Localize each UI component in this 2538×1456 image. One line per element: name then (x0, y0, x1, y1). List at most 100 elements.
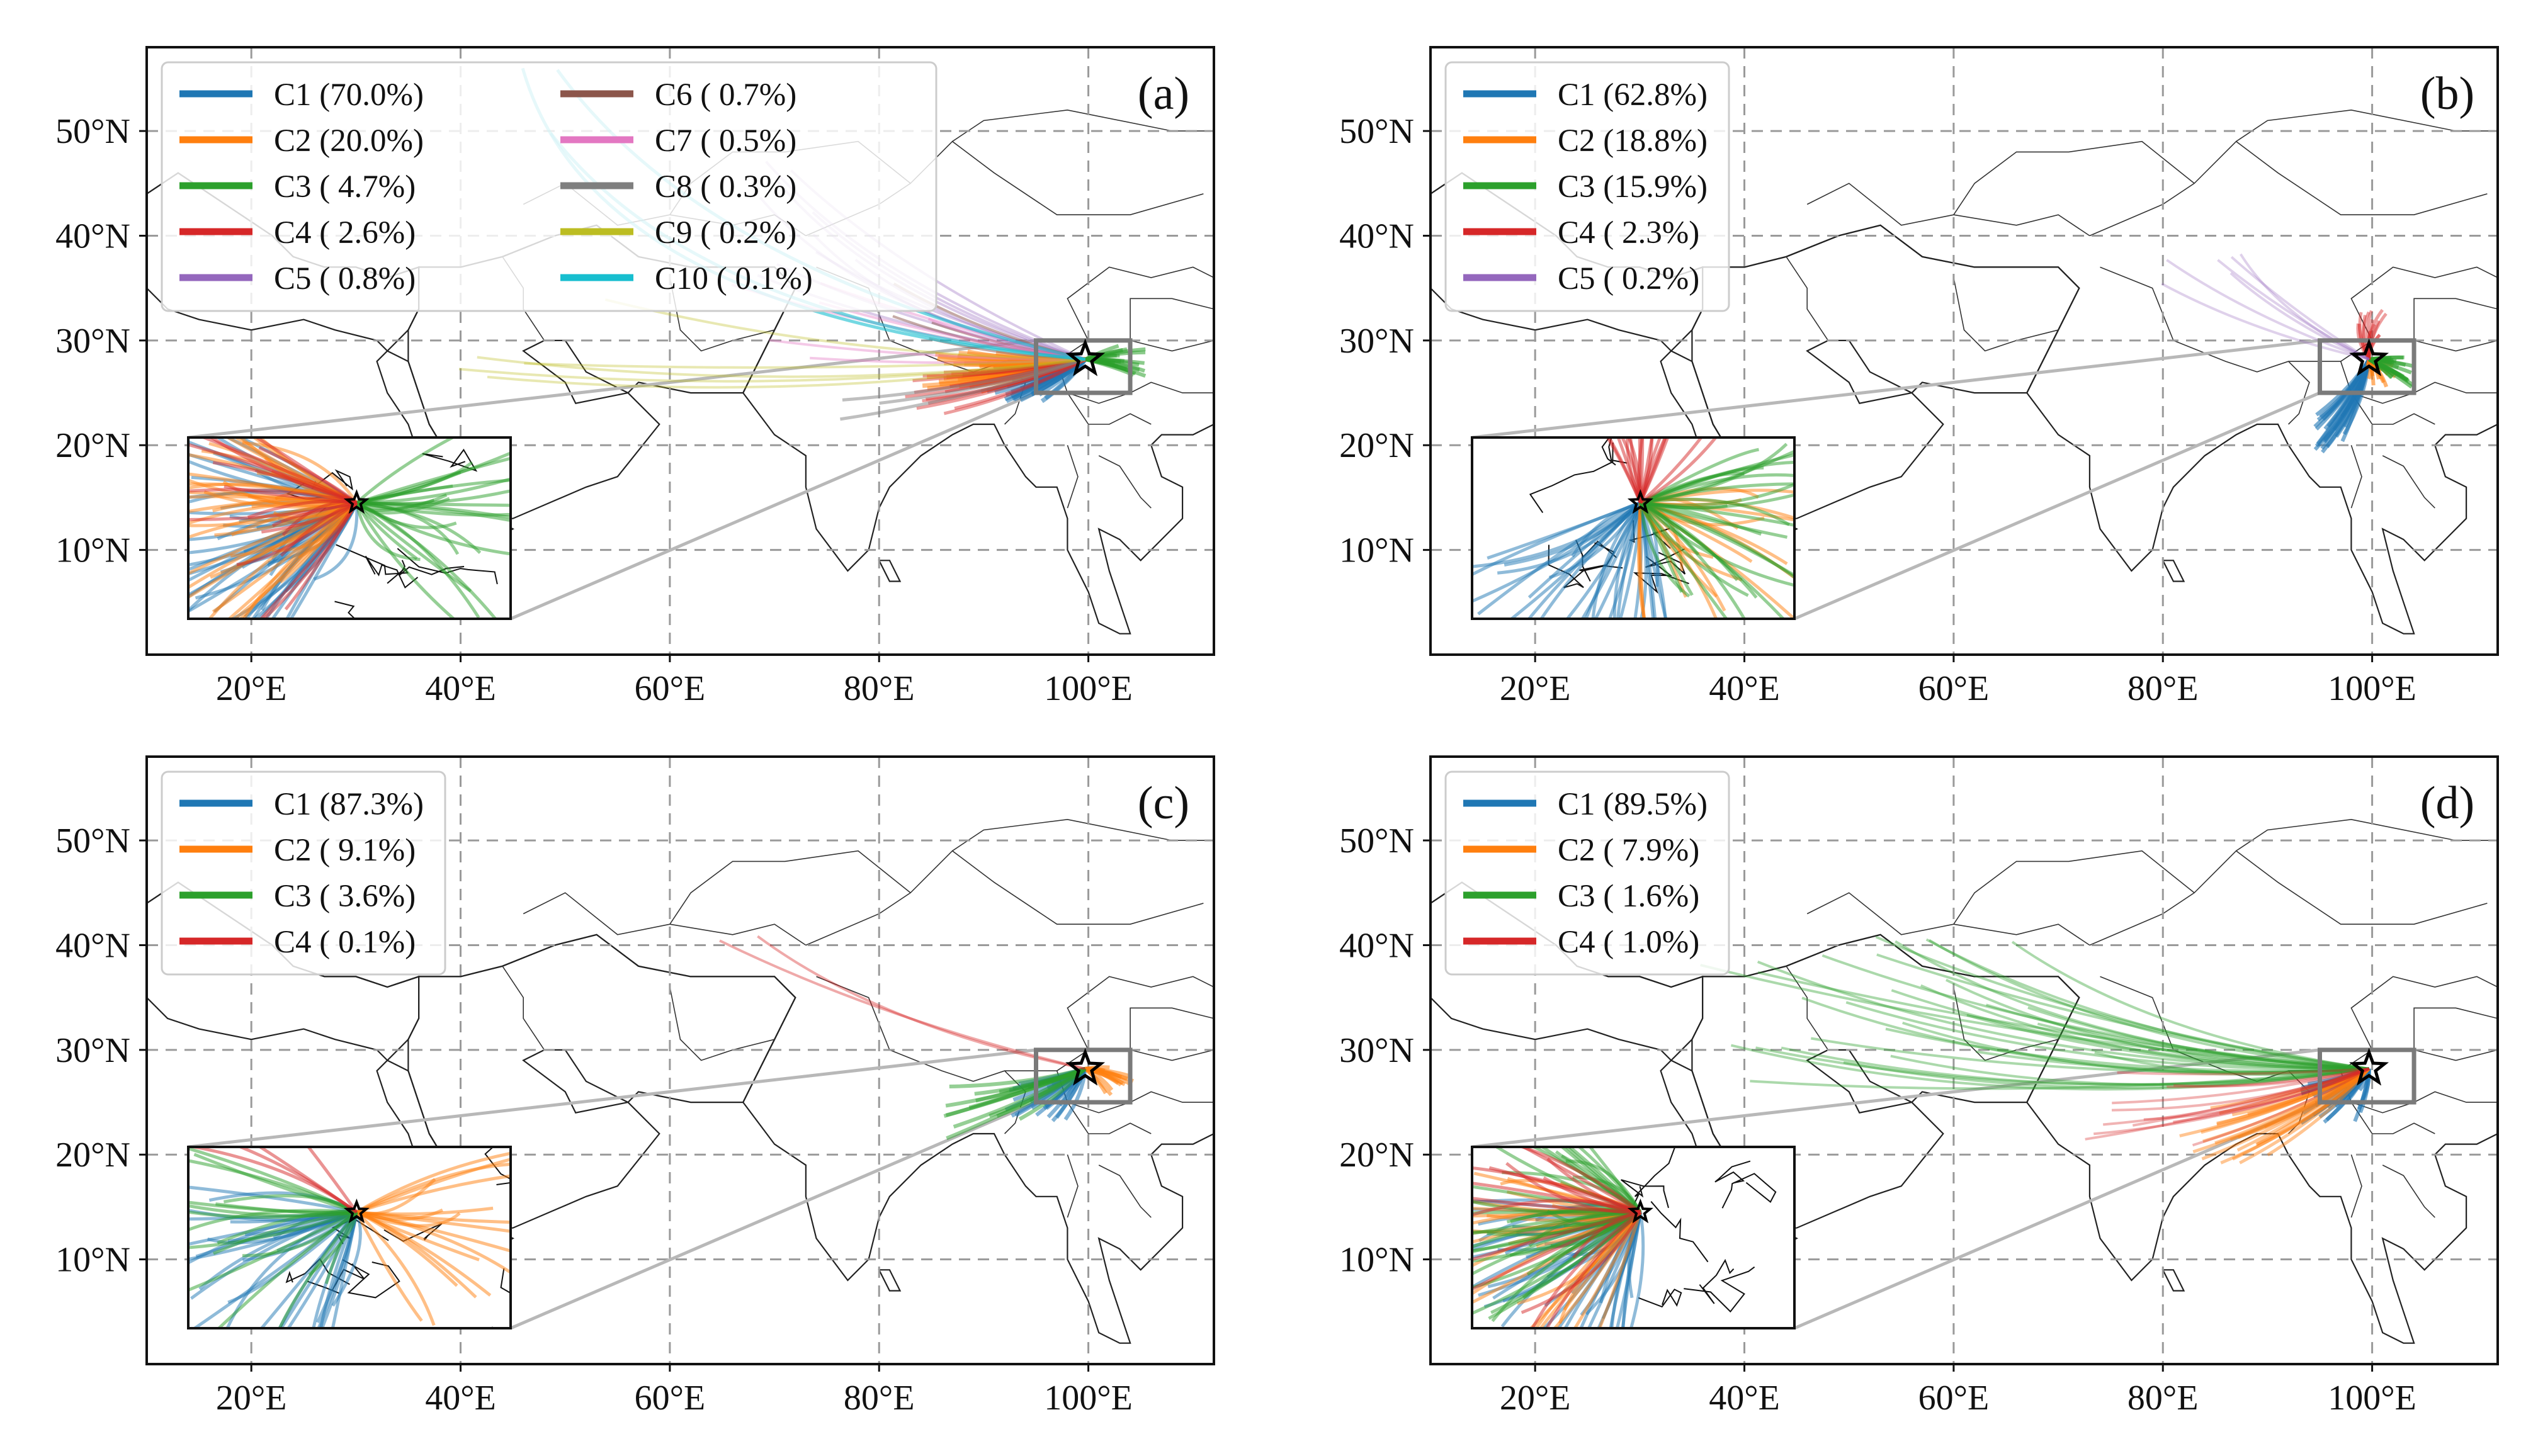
y-tick-label: 30°N (55, 322, 130, 361)
x-tick-label: 40°E (1709, 669, 1780, 708)
inset-trajectory-c2 (356, 1211, 458, 1287)
axes-frame (1429, 46, 2499, 656)
country-border (502, 966, 545, 1051)
trajectory-c3 (1875, 935, 2369, 1070)
country-border (669, 277, 775, 352)
inset-trajectory-c1 (1639, 502, 1667, 619)
coastline (878, 560, 902, 582)
x-tick-label: 80°E (844, 1379, 915, 1418)
inset-trajectory-c3 (356, 501, 498, 619)
inset-trajectory-c3 (1639, 502, 1728, 619)
inset-trajectory-c4 (1517, 1147, 1641, 1214)
site-star-icon (1065, 1047, 1106, 1086)
y-tick-label: 10°N (1339, 531, 1414, 570)
country-border (2351, 1091, 2498, 1114)
trajectory-c2 (2216, 1067, 2370, 1125)
trajectory-c4 (2167, 1067, 2369, 1088)
site-star-icon (1065, 338, 1106, 376)
trajectory-c3 (1845, 1001, 2369, 1071)
x-tick-label: 20°E (1500, 1379, 1571, 1418)
trajectory-c2 (2239, 1068, 2371, 1165)
inset-trajectory-c4 (1639, 437, 1704, 504)
trajectory-c2 (2219, 1067, 2370, 1115)
y-tick-label: 20°N (55, 426, 130, 465)
inset-trajectory-c3 (1640, 493, 1794, 510)
trajectory-c4 (943, 358, 1086, 415)
inset-trajectory-c3 (188, 1210, 357, 1219)
legend-item-c10: C10 ( 0.1%) (560, 261, 813, 296)
inset-star-icon (1627, 1199, 1653, 1224)
inset-border (484, 1147, 511, 1185)
legend-label: C1 (62.8%) (1558, 77, 1708, 113)
legend-item-c4: C4 ( 1.0%) (1463, 925, 1699, 960)
legend-box (161, 61, 938, 312)
inset-trajectory-c3 (355, 437, 456, 504)
inset-trajectory-c4 (1472, 1199, 1641, 1217)
study-region-box (1034, 338, 1133, 395)
x-tick-label: 40°E (1709, 1379, 1780, 1418)
legend-item-c1: C1 (62.8%) (1463, 77, 1708, 113)
inset-connector (1794, 391, 2321, 621)
trajectory-c4 (2143, 1067, 2370, 1121)
trajectory-c4 (2367, 334, 2381, 360)
trajectory-c2 (2201, 1067, 2370, 1134)
trajectory-group-c3 (2367, 355, 2416, 389)
inset-border (1630, 1147, 1676, 1211)
inset-trajectory-c3 (278, 1211, 358, 1328)
trajectory-c9 (477, 356, 1085, 378)
trajectory-c3 (1986, 1003, 2369, 1070)
trajectory-c3 (1925, 938, 2369, 1070)
trajectory-c3 (1976, 1050, 2369, 1074)
legend-item-c1: C1 (89.5%) (1463, 787, 1708, 822)
trajectory-c5 (2240, 253, 2370, 361)
inset-trajectory-c2 (214, 501, 358, 537)
inset-trajectory-c3 (188, 1211, 358, 1292)
inset-trajectory-group-c1 (1472, 501, 1668, 619)
x-tick-label: 40°E (425, 669, 496, 708)
legend-label: C4 ( 0.1%) (274, 925, 416, 960)
trajectory-c8 (842, 358, 1086, 402)
trajectory-c3 (2368, 358, 2393, 379)
y-tick-label: 10°N (55, 1241, 130, 1280)
inset-trajectory-c3 (1640, 501, 1787, 539)
legend-label: C8 ( 0.3%) (655, 169, 796, 205)
inset-trajectory-c3 (356, 477, 511, 505)
inset-trajectory-c3 (356, 489, 511, 505)
inset-trajectory-c4 (1607, 437, 1642, 504)
trajectory-c2 (2256, 1067, 2371, 1146)
trajectory-c3 (1876, 953, 2369, 1070)
trajectory-c5 (2217, 259, 2370, 361)
x-tick-label: 100°E (1044, 1379, 1133, 1418)
trajectory-c4 (922, 358, 1086, 378)
map-panel-a: 20°E 40°E 60°E 80°E 100°E 10°N 20°N 30°N 40°N 50°… (55, 46, 1215, 708)
axis-ticks: 20°E 40°E 60°E 80°E 100°E 10°N 20°N 30°N 40°N 50°… (1339, 112, 2416, 708)
country-border (816, 976, 1152, 1134)
trajectory-c4 (2362, 311, 2371, 360)
inset-connector (188, 1048, 1036, 1149)
legend: C1 (62.8%) C2 (18.8%) C3 (15.9%) C4 ( 2.3%)… (1444, 61, 1730, 312)
trajectory-c3 (1902, 1021, 2369, 1076)
axes-frame (145, 755, 1215, 1365)
map-area (1430, 757, 2498, 1364)
inset-frame (1471, 1146, 1796, 1329)
inset-trajectory-c3 (1472, 1200, 1641, 1216)
trajectory-c3 (1885, 1027, 2369, 1073)
trajectory-c2 (2220, 1068, 2371, 1165)
inset-trajectory-c2 (242, 441, 358, 504)
legend-label: C3 (15.9%) (1558, 169, 1708, 205)
trajectory-c2 (2236, 1067, 2371, 1152)
inset-trajectory-c3 (1640, 501, 1758, 599)
x-tick-label: 80°E (2127, 669, 2199, 708)
trajectory-c4 (2173, 1067, 2370, 1124)
trajectory-c2 (2216, 1067, 2370, 1126)
inset-trajectory-c1 (1571, 501, 1641, 558)
country-border (2413, 1007, 2498, 1050)
inset-trajectory-c3 (1472, 1211, 1641, 1236)
country-border (1786, 966, 1829, 1051)
inset-trajectory-c4 (1521, 1211, 1642, 1314)
axes-frame (145, 46, 1215, 656)
inset-trajectory-group-c4 (188, 437, 358, 619)
inset-frame (187, 1146, 512, 1329)
inset-trajectory-c1 (1565, 502, 1642, 619)
trajectory-c2 (2192, 1067, 2371, 1154)
